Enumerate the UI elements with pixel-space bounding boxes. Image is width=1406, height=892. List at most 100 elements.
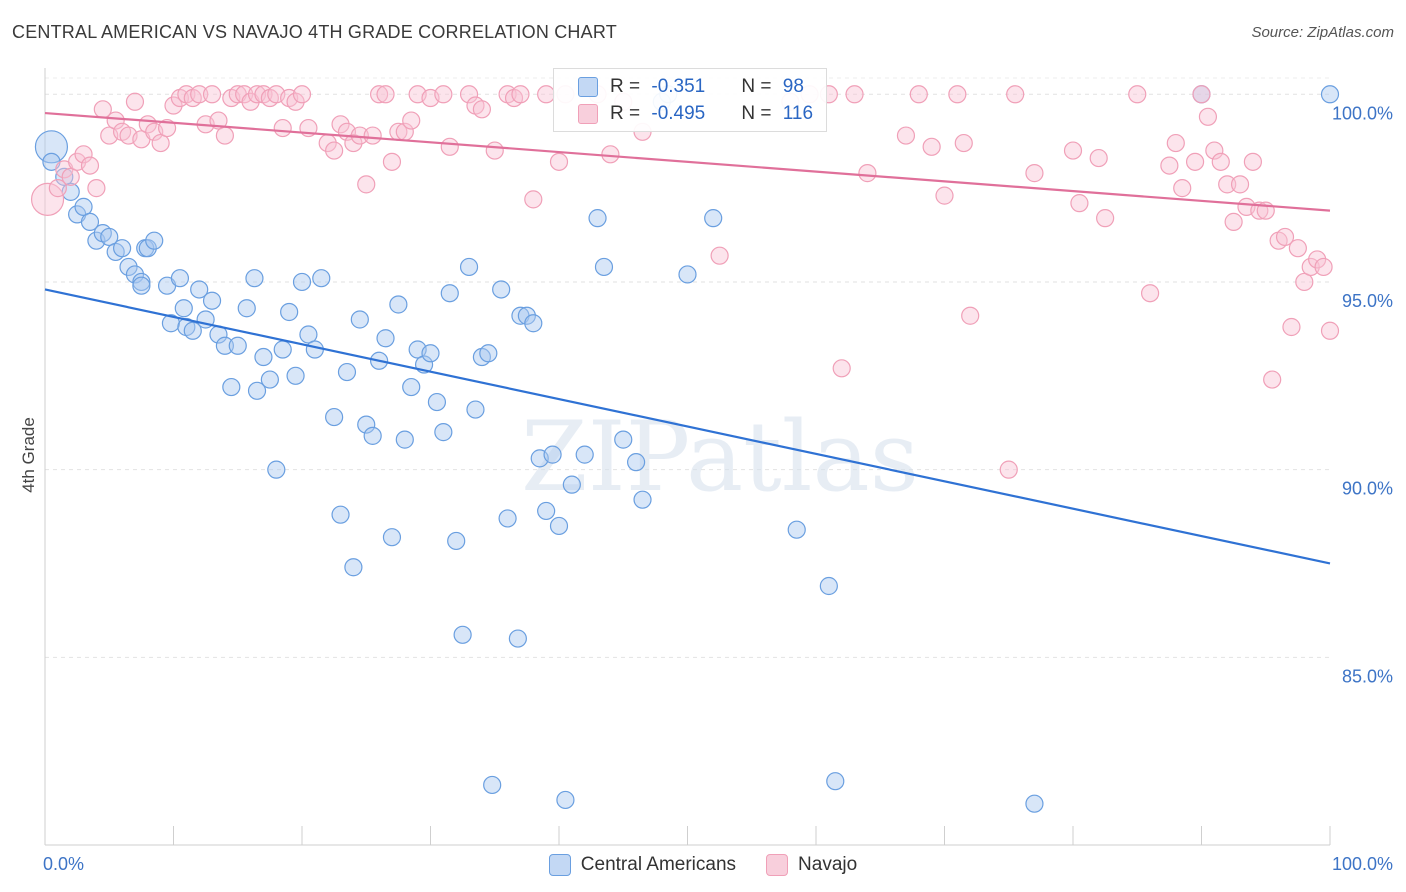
data-point — [948, 85, 967, 104]
legend-item-navajo[interactable]: Navajo — [766, 854, 857, 876]
data-point — [215, 336, 234, 355]
grid-lines — [45, 77, 1330, 658]
data-point — [459, 85, 479, 104]
central-americans-swatch — [578, 77, 598, 97]
n-value: 98 — [782, 76, 804, 97]
y-tick-label: 95.0% — [1342, 291, 1393, 311]
data-point — [376, 329, 395, 348]
data-point — [479, 344, 498, 363]
data-point — [1243, 152, 1263, 171]
data-point — [1295, 272, 1314, 292]
data-point — [331, 115, 350, 134]
data-point — [922, 137, 941, 156]
data-point — [556, 790, 575, 810]
data-point — [1160, 156, 1179, 175]
data-point — [1301, 257, 1320, 277]
data-point — [1089, 148, 1108, 168]
data-point — [74, 145, 93, 164]
data-point — [543, 445, 562, 464]
data-point — [376, 85, 395, 104]
data-point — [80, 156, 100, 175]
data-point — [954, 133, 973, 153]
x-tick-label: 0.0% — [43, 854, 84, 874]
data-point — [508, 629, 527, 648]
data-point — [363, 426, 382, 445]
r-value: -0.495 — [651, 103, 706, 124]
data-point — [826, 772, 845, 791]
data-point — [74, 197, 93, 216]
data-point — [402, 111, 421, 130]
data-point — [260, 370, 279, 389]
data-point — [280, 302, 299, 322]
data-point — [286, 366, 305, 385]
data-point — [170, 269, 190, 288]
data-point — [190, 85, 209, 104]
data-point — [325, 407, 344, 427]
data-point — [710, 246, 729, 265]
data-point — [112, 239, 132, 258]
y-tick-label: 90.0% — [1342, 479, 1393, 499]
navajo-swatch — [766, 854, 789, 876]
data-point — [145, 231, 164, 250]
data-point — [106, 111, 125, 130]
data-point — [119, 257, 138, 277]
central-americans-swatch — [548, 854, 571, 876]
data-point — [350, 310, 369, 329]
data-point — [30, 182, 65, 216]
data-point — [511, 85, 530, 104]
y-tick-label: 85.0% — [1342, 666, 1393, 686]
data-point — [292, 272, 312, 292]
data-point — [395, 430, 414, 449]
y-axis-label: 4th Grade — [19, 417, 38, 493]
data-point — [787, 520, 806, 539]
data-point — [562, 475, 581, 494]
data-point — [459, 257, 479, 277]
data-point — [1185, 152, 1205, 171]
data-point — [344, 133, 363, 153]
data-point — [363, 126, 382, 145]
data-point — [164, 96, 183, 115]
data-point — [819, 576, 838, 596]
data-point — [273, 340, 292, 359]
data-point — [286, 92, 305, 111]
data-point — [594, 257, 614, 277]
trend-lines — [44, 111, 1331, 565]
data-point — [48, 179, 67, 198]
data-point — [549, 516, 569, 536]
r-label: R = — [610, 76, 646, 97]
data-point — [237, 299, 256, 318]
data-point — [1205, 141, 1224, 160]
central-americans-points — [34, 85, 1340, 813]
data-point — [626, 453, 646, 472]
data-point — [125, 92, 145, 111]
watermark: ZIPatlas — [521, 401, 919, 513]
data-point — [832, 359, 851, 378]
chart-title: CENTRAL AMERICAN VS NAVAJO 4TH GRADE COR… — [12, 22, 617, 42]
data-point — [305, 340, 324, 359]
data-point — [440, 284, 459, 303]
data-point — [1263, 370, 1282, 389]
data-point — [483, 775, 502, 795]
legend-item-central-americans[interactable]: Central Americans — [548, 854, 736, 876]
data-point — [601, 145, 620, 164]
data-point — [1140, 284, 1160, 303]
data-point — [1070, 194, 1089, 213]
y-tick-label: 100.0% — [1332, 103, 1393, 123]
data-point — [273, 118, 292, 138]
data-point — [357, 175, 376, 194]
stats-row-central-americans: R = -0.351 N = 98 — [578, 73, 804, 101]
data-point — [447, 531, 466, 551]
data-point — [344, 558, 363, 577]
data-point — [1230, 175, 1250, 194]
data-point — [1198, 107, 1218, 126]
data-point — [138, 239, 157, 258]
stats-row-navajo: R = -0.495 N = 116 — [578, 100, 813, 128]
data-point — [1224, 212, 1243, 231]
n-label: N = — [741, 76, 777, 97]
navajo-swatch — [578, 104, 598, 124]
data-point — [325, 141, 344, 160]
data-point — [357, 415, 376, 434]
data-point — [1275, 227, 1295, 247]
data-point — [1288, 239, 1307, 258]
